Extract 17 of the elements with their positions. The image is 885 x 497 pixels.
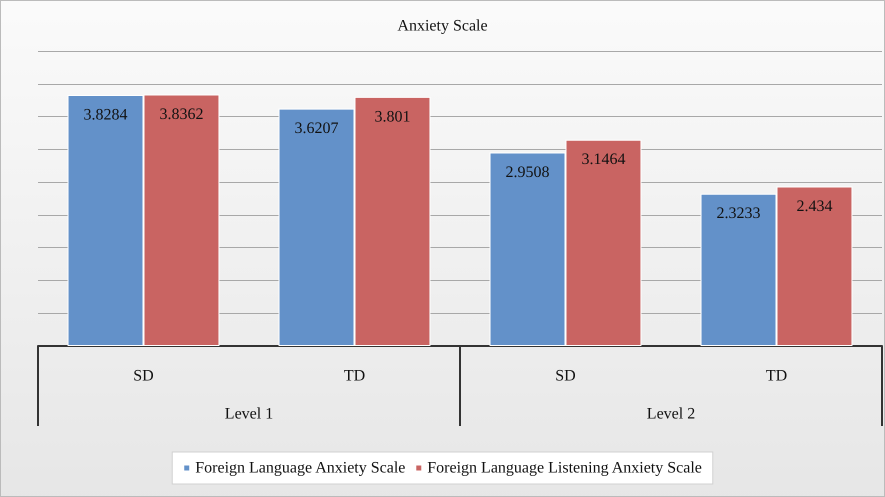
x-tick-label: SD (133, 368, 154, 384)
text: Level 1 (224, 406, 274, 422)
data-label: 3.801 (374, 108, 410, 126)
text: Level 2 (646, 406, 696, 422)
legend-label: Foreign Language Anxiety Scale (195, 460, 406, 476)
data-label: 3.8362 (159, 106, 204, 124)
data-label: 3.6207 (294, 120, 339, 138)
x-tick-label: TD (766, 368, 788, 384)
legend-label: Foreign Language Listening Anxiety Scale (427, 460, 702, 476)
data-label: 2.3233 (716, 205, 761, 222)
x-tick-label: TD (344, 368, 366, 384)
data-label: 3.8284 (84, 106, 128, 124)
data-label: 2.9508 (506, 164, 550, 182)
data-label: 3.1464 (581, 151, 626, 168)
chart-title: Anxiety Scale (397, 18, 488, 34)
x-tick-label: SD (555, 368, 576, 384)
data-label: 2.434 (796, 198, 832, 215)
